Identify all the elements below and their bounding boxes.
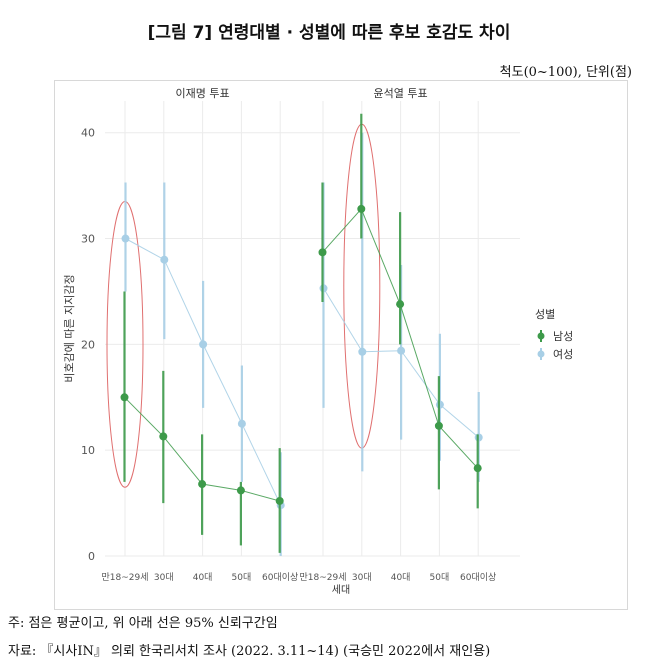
- data-point: [160, 255, 169, 264]
- x-tick-label: 50대: [430, 572, 450, 583]
- data-point: [237, 419, 246, 428]
- legend-key-point: [537, 332, 545, 340]
- x-tick-label: 40대: [193, 572, 213, 583]
- legend-title: 성별: [535, 308, 555, 321]
- data-point: [397, 346, 406, 355]
- footnote-source: 자료: 『시사IN』 의뢰 한국리서치 조사 (2022. 3.11~14) (…: [8, 644, 491, 659]
- data-point: [318, 248, 327, 257]
- figure-title: [그림 7] 연령대별 · 성별에 따른 후보 호감도 차이: [147, 23, 511, 43]
- y-axis-title: 비호감에 따른 지지감정: [63, 274, 76, 382]
- x-tick-label: 30대: [352, 572, 372, 583]
- panel-title: 이재명 투표: [176, 87, 230, 100]
- x-tick-label: 50대: [232, 572, 252, 583]
- data-point: [473, 464, 482, 473]
- x-tick-label: 만18~29세: [299, 572, 346, 583]
- data-point: [121, 234, 130, 243]
- panel-title: 윤석열 투표: [374, 87, 428, 100]
- y-tick-label: 20: [81, 338, 95, 351]
- y-tick-label: 0: [88, 550, 95, 563]
- x-tick-label: 40대: [391, 572, 411, 583]
- data-point: [159, 432, 168, 441]
- data-point: [357, 204, 366, 213]
- x-tick-label: 30대: [154, 572, 174, 583]
- legend-key-point: [537, 350, 545, 358]
- data-point: [434, 421, 443, 430]
- legend-label: 여성: [553, 348, 573, 361]
- data-point: [199, 340, 208, 349]
- data-point: [275, 496, 284, 505]
- x-axis-title: 세대: [332, 584, 350, 596]
- data-point: [236, 486, 245, 495]
- y-tick-label: 10: [81, 444, 95, 457]
- data-point: [120, 393, 129, 402]
- data-point: [396, 300, 405, 309]
- x-tick-label: 60대이상: [262, 572, 298, 583]
- y-tick-label: 40: [81, 127, 95, 140]
- footnote-ci: 주: 점은 평균이고, 위 아래 선은 95% 신뢰구간임: [8, 616, 278, 631]
- data-point: [198, 480, 207, 489]
- scale-note: 척도(0~100), 단위(점): [499, 65, 632, 80]
- data-point: [358, 347, 367, 356]
- y-tick-label: 30: [81, 233, 95, 246]
- legend-label: 남성: [553, 330, 573, 343]
- x-tick-label: 60대이상: [460, 572, 496, 583]
- x-tick-label: 만18~29세: [101, 572, 148, 583]
